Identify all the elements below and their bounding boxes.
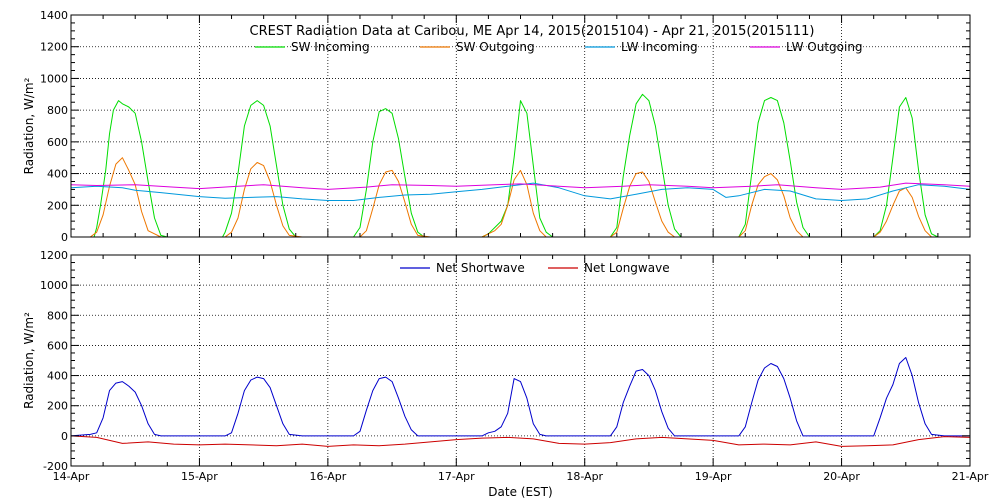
panel1-ylabel: Radiation, W/m² — [22, 77, 36, 174]
panel1-series-line-lw-incoming — [70, 182, 971, 201]
panel2-ylabel: Radiation, W/m² — [22, 312, 36, 409]
panel1-ytick-label: 1000 — [40, 72, 68, 85]
panel1-ytick-label: 1400 — [40, 9, 68, 22]
panel2-xtick-label: 18-Apr — [566, 470, 603, 483]
panel2-ytick-label: 800 — [47, 309, 68, 322]
panel1-ytick-label: 200 — [47, 199, 68, 212]
panel1-legend-label-lw-incoming: LW Incoming — [621, 40, 698, 54]
panel2-xtick-label: 16-Apr — [309, 470, 346, 483]
panel1-ytick-label: 1200 — [40, 41, 68, 54]
panel2-ytick-label: -200 — [43, 460, 68, 473]
panel2-xtick-label: 21-Apr — [952, 470, 989, 483]
panel2-ytick-label: 1000 — [40, 279, 68, 292]
panel2-xtick-label: 17-Apr — [438, 470, 475, 483]
panel1-legend-label-lw-outgoing: LW Outgoing — [786, 40, 863, 54]
panel2-xtick-label: 19-Apr — [695, 470, 732, 483]
panel1-legend-label-sw-incoming: SW Incoming — [291, 40, 370, 54]
panel1-series-line-sw-incoming — [71, 93, 970, 238]
panel1-ytick-label: 400 — [47, 168, 68, 181]
panel2-ytick-label: 400 — [47, 370, 68, 383]
panel1-ytick-label: 800 — [47, 104, 68, 117]
panel2-xtick-label: 14-Apr — [53, 470, 90, 483]
panel1-series-line-lw-outgoing — [70, 182, 971, 190]
panel1-ytick-label: 600 — [47, 136, 68, 149]
panel2-ytick-label: 200 — [47, 400, 68, 413]
panel2-plot-frame — [70, 254, 971, 467]
panel2-xtick-label: 20-Apr — [823, 470, 860, 483]
panel2-ytick-label: 0 — [61, 430, 68, 443]
panel2-legend-label-net-longwave: Net Longwave — [584, 261, 670, 275]
panel2-ytick-label: 1200 — [40, 249, 68, 262]
panel2-xlabel: Date (EST) — [488, 485, 552, 499]
panel2-ytick-label: 600 — [47, 339, 68, 352]
panel1-title: CREST Radiation Data at Caribou, ME Apr … — [250, 24, 815, 39]
panel2-legend-label-net-shortwave: Net Shortwave — [436, 261, 525, 275]
panel2-xtick-label: 15-Apr — [181, 470, 218, 483]
panel1-ytick-label: 0 — [61, 231, 68, 244]
panel2-series-line-net-shortwave — [70, 357, 970, 437]
panel1-legend-label-sw-outgoing: SW Outgoing — [456, 40, 535, 54]
panel2-series-line-net-longwave — [70, 435, 971, 447]
